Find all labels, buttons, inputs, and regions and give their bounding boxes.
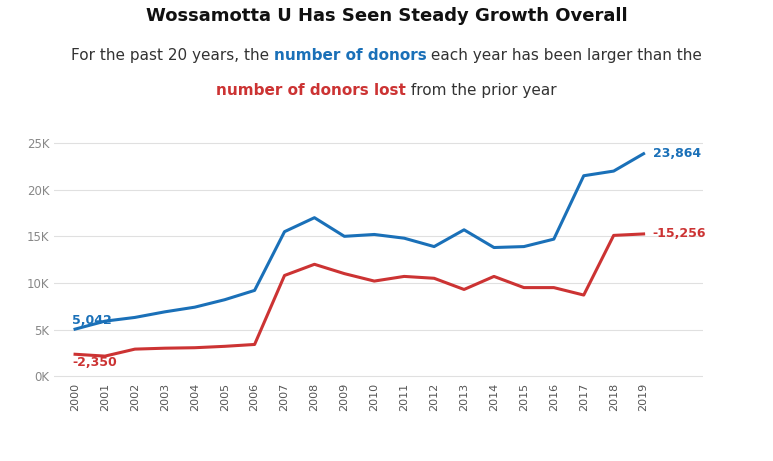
Text: 5,042: 5,042: [72, 314, 112, 327]
Text: number of donors: number of donors: [274, 48, 427, 64]
Text: each year has been larger than the: each year has been larger than the: [427, 48, 703, 64]
Text: number of donors lost: number of donors lost: [216, 83, 406, 98]
Text: For the past 20 years, the: For the past 20 years, the: [70, 48, 274, 64]
Text: -15,256: -15,256: [652, 227, 706, 241]
Text: 23,864: 23,864: [652, 147, 700, 160]
Text: from the prior year: from the prior year: [406, 83, 557, 98]
Text: -2,350: -2,350: [72, 356, 117, 369]
Text: Wossamotta U Has Seen Steady Growth Overall: Wossamotta U Has Seen Steady Growth Over…: [145, 7, 628, 25]
